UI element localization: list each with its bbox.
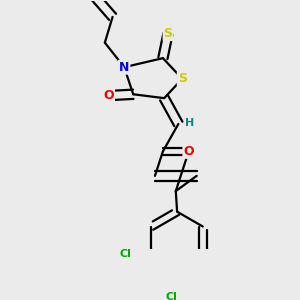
- Text: Cl: Cl: [120, 249, 131, 259]
- Text: N: N: [119, 61, 129, 74]
- Text: O: O: [103, 89, 114, 102]
- Text: S: S: [164, 27, 172, 40]
- Text: Cl: Cl: [166, 292, 178, 300]
- Text: O: O: [183, 145, 194, 158]
- Text: H: H: [185, 118, 195, 128]
- Text: S: S: [178, 72, 187, 85]
